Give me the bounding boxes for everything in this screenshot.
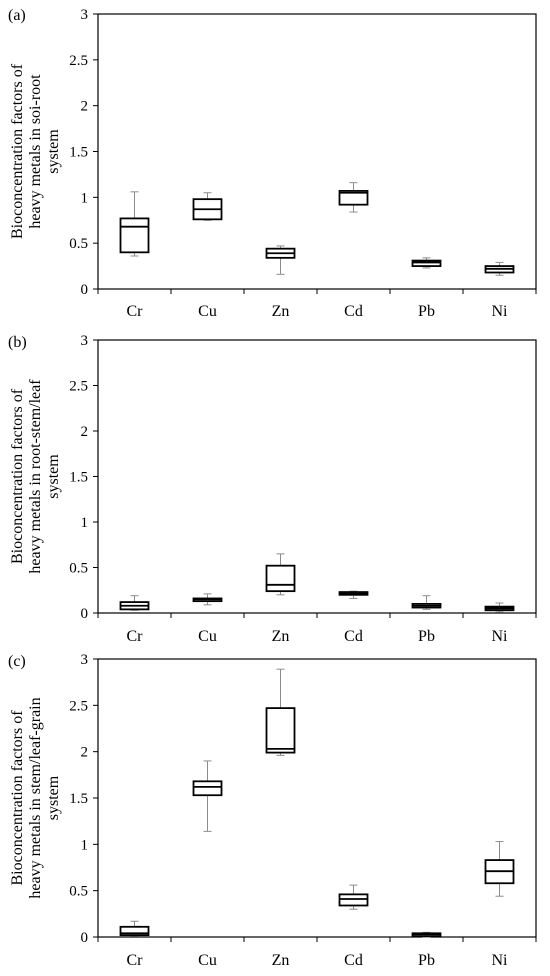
y-tick-label: 0.5 [69, 561, 88, 577]
box [265, 707, 296, 754]
box [119, 925, 150, 937]
box [338, 893, 369, 907]
y-axis-label: system [45, 129, 62, 174]
y-tick-label: 2.5 [69, 379, 88, 395]
y-tick-label: 0.5 [69, 236, 88, 252]
x-tick-label: Ni [492, 628, 509, 645]
y-tick-label: 1 [81, 515, 89, 531]
y-tick-label: 1 [81, 837, 89, 853]
x-tick-label: Cu [198, 628, 217, 645]
box [338, 190, 369, 206]
box [265, 564, 296, 593]
y-axis-label: heavy metals in root-stem/leaf [27, 379, 44, 574]
y-tick-label: 1.5 [69, 470, 88, 486]
y-tick-label: 3 [81, 652, 89, 668]
panel-label: (c) [8, 653, 26, 670]
plot-frame [97, 13, 537, 290]
x-tick-label: Cd [344, 303, 363, 320]
y-tick-label: 2 [81, 99, 89, 115]
y-tick-label: 1 [81, 190, 89, 206]
x-tick-label: Cr [127, 628, 144, 645]
panel-label: (a) [8, 7, 26, 24]
x-tick-label: Pb [418, 952, 435, 969]
y-tick-label: 1.5 [69, 145, 88, 161]
y-axis-label: system [45, 775, 62, 820]
x-tick-label: Cd [344, 952, 363, 969]
y-tick-label: 0 [81, 282, 89, 298]
y-tick-label: 2 [81, 424, 89, 440]
y-tick-label: 1.5 [69, 791, 88, 807]
box [411, 259, 442, 267]
y-axis-label: Bioconcentration factors of [9, 388, 26, 564]
y-tick-label: 3 [81, 7, 89, 23]
x-tick-label: Pb [418, 628, 435, 645]
plot-frame [97, 658, 537, 938]
y-tick-label: 2.5 [69, 53, 88, 69]
x-tick-label: Zn [272, 952, 290, 969]
y-tick-label: 2.5 [69, 698, 88, 714]
x-tick-label: Zn [272, 628, 290, 645]
panel-label: (b) [8, 334, 27, 351]
y-tick-label: 0 [81, 606, 89, 622]
y-axis-label: Bioconcentration factors of [9, 710, 26, 886]
y-axis-label: system [45, 454, 62, 499]
x-tick-label: Cr [127, 952, 144, 969]
x-tick-label: Cr [127, 303, 144, 320]
y-tick-label: 3 [81, 333, 89, 349]
x-tick-label: Pb [418, 303, 435, 320]
box [192, 780, 223, 797]
x-tick-label: Ni [492, 303, 509, 320]
y-tick-label: 2 [81, 745, 89, 761]
x-tick-label: Ni [492, 952, 509, 969]
x-tick-label: Cu [198, 952, 217, 969]
y-axis-label: heavy metals in soi-root [27, 74, 44, 229]
plot-frame [97, 339, 537, 614]
box [119, 217, 150, 254]
y-tick-label: 0 [81, 930, 89, 946]
x-tick-label: Cu [198, 303, 217, 320]
y-axis-label: heavy metals in stem/leaf-grain [27, 697, 44, 898]
x-tick-label: Zn [272, 303, 290, 320]
x-tick-label: Cd [344, 628, 363, 645]
y-tick-label: 0.5 [69, 884, 88, 900]
y-axis-label: Bioconcentration factors of [9, 63, 26, 239]
